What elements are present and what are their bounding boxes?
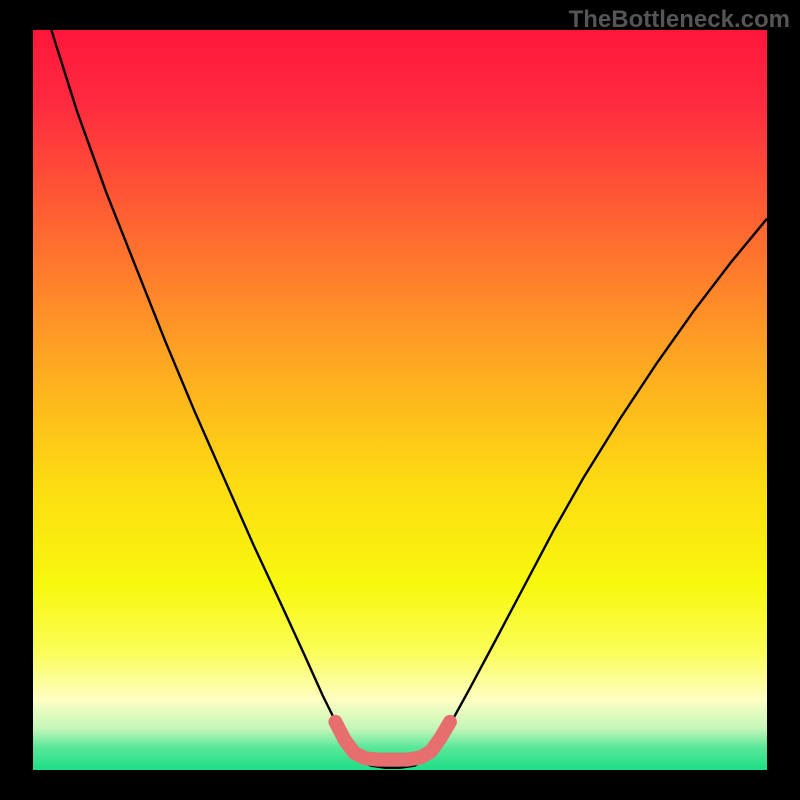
- bottleneck-chart: [0, 0, 800, 800]
- watermark-text: TheBottleneck.com: [569, 6, 790, 34]
- plot-background: [33, 30, 767, 770]
- chart-container: TheBottleneck.com: [0, 0, 800, 800]
